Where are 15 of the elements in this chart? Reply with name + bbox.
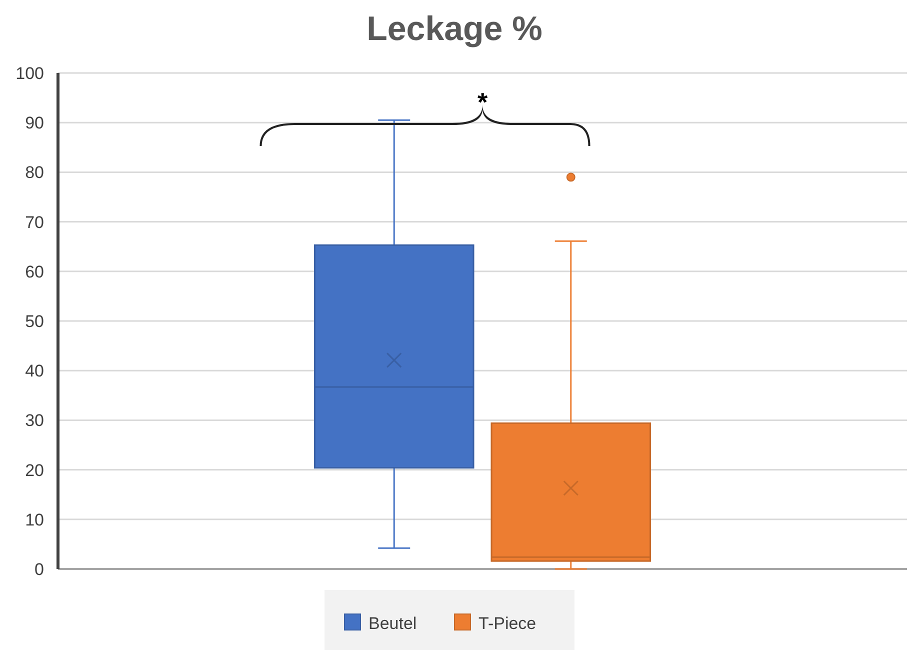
y-tick-label: 0	[34, 560, 44, 579]
y-tick-label: 60	[25, 262, 44, 282]
chart-title: Leckage %	[366, 10, 542, 48]
y-tick-label: 20	[25, 460, 44, 480]
annotation: *	[477, 87, 488, 117]
y-tick-label: 80	[25, 163, 44, 182]
legend-label: Beutel	[368, 614, 417, 633]
legend-label: T-Piece	[478, 614, 536, 633]
y-tick-label: 10	[25, 510, 44, 530]
y-tick-label: 100	[16, 64, 44, 83]
y-tick-label: 30	[25, 411, 44, 430]
y-tick-label: 50	[25, 312, 44, 331]
y-tick-label: 90	[25, 114, 44, 133]
y-tick-label: 70	[25, 212, 44, 232]
y-tick-label: 40	[25, 362, 44, 381]
